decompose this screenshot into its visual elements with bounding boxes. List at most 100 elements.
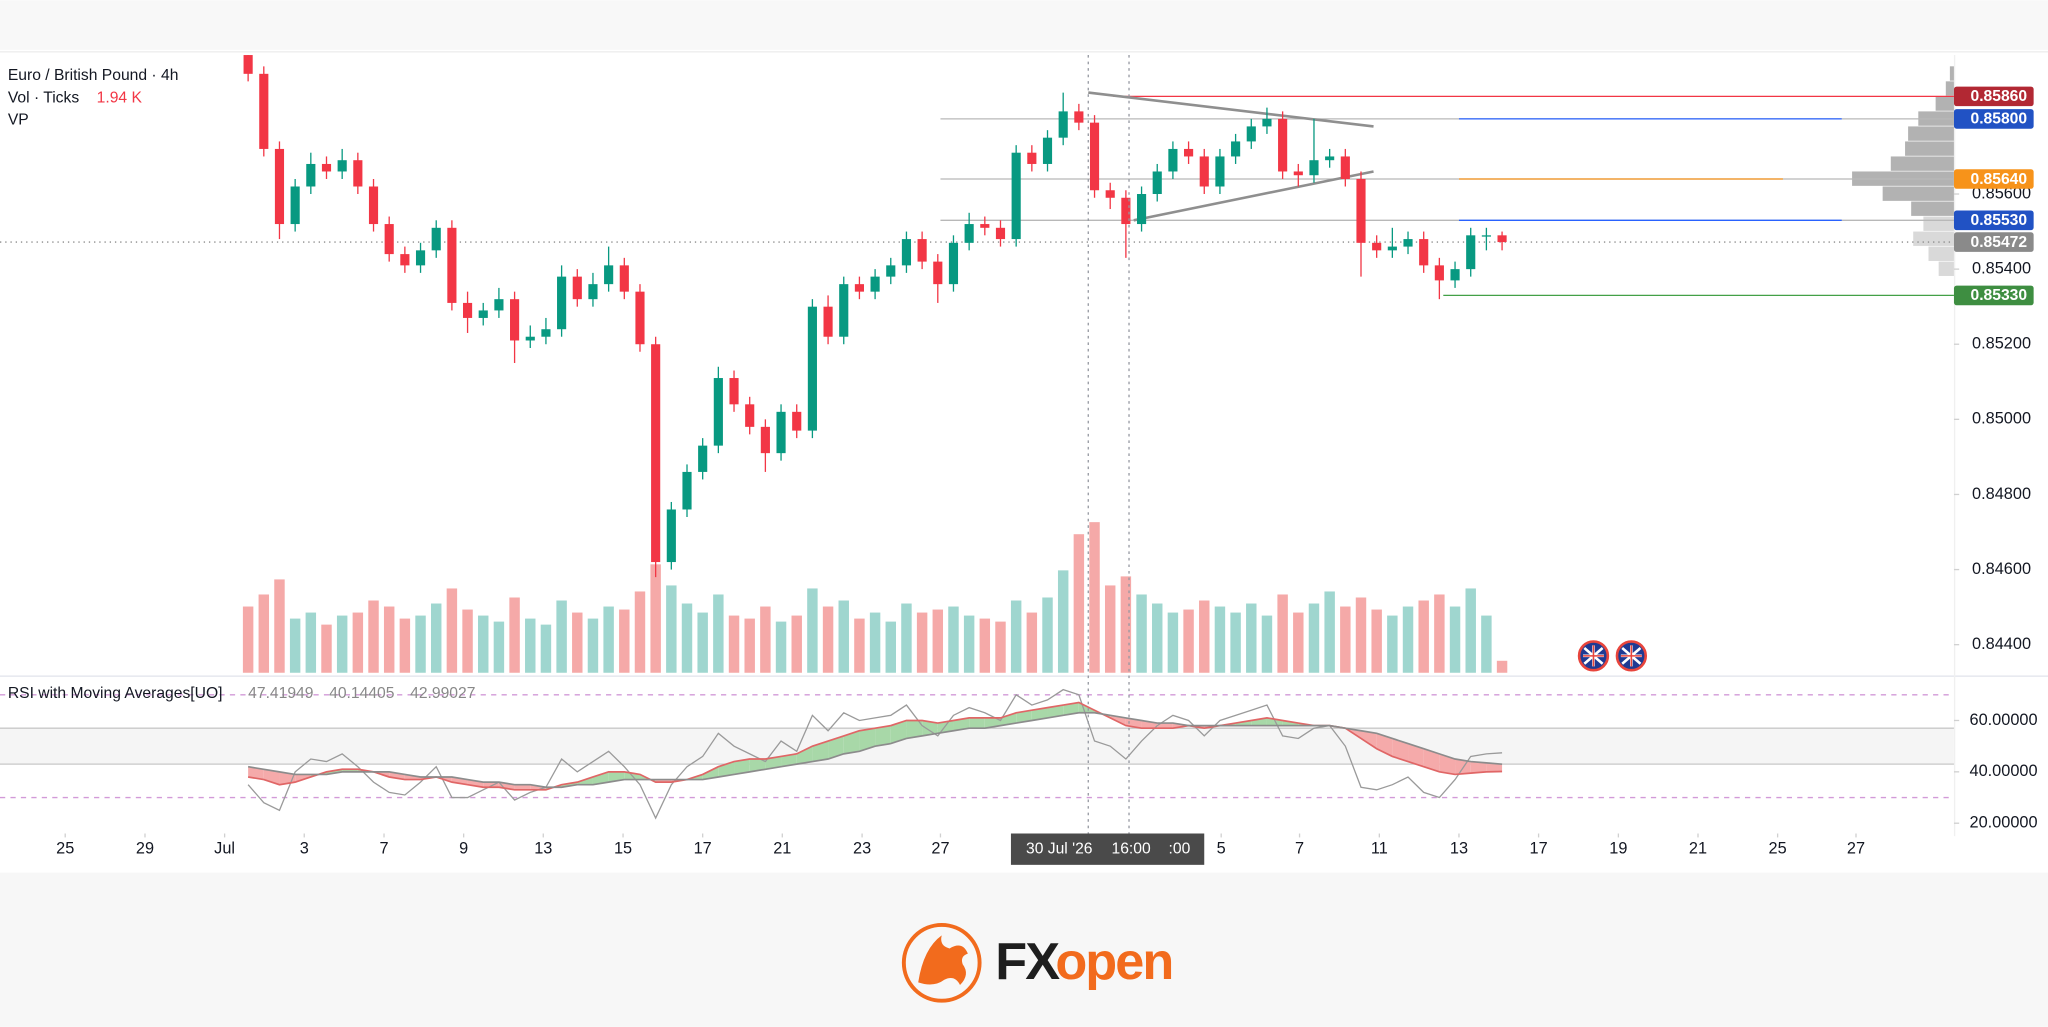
- candle-body: [760, 426, 770, 454]
- ma-fill: [1251, 717, 1267, 726]
- volume-bar: [650, 564, 661, 673]
- price-level-label-box: [1953, 285, 2034, 306]
- event-flag[interactable]: [1577, 640, 1610, 672]
- x-tick-label: 7: [379, 839, 388, 857]
- volume-bar: [1246, 603, 1257, 673]
- logo-open: open: [1055, 933, 1172, 991]
- volume-bar: [995, 621, 1006, 673]
- volume-bar: [509, 597, 520, 673]
- price-level-label: 0.85330: [1971, 287, 2028, 304]
- candle-body: [510, 299, 520, 341]
- volume-bar: [1199, 600, 1210, 673]
- volume-bar: [478, 615, 489, 673]
- crosshair-time-partial: :00: [1169, 840, 1191, 857]
- volume-bar: [807, 588, 818, 673]
- volume-bar: [446, 588, 458, 673]
- ma-fill: [1047, 705, 1064, 718]
- volume-bar: [1481, 615, 1492, 673]
- profile-title: VP: [8, 111, 29, 128]
- rsi-y-tick-label: 20.00000: [1970, 814, 2038, 832]
- volume-bar: [462, 609, 473, 673]
- candle-body: [337, 160, 347, 172]
- volume-bar: [603, 606, 614, 673]
- candle-body: [1309, 160, 1319, 176]
- candle-body: [478, 310, 488, 318]
- price-level-label: 0.85800: [1971, 111, 2028, 128]
- volume-profile-bar: [1882, 186, 1954, 201]
- trendline: [1133, 170, 1374, 222]
- y-tick-label: 0.85200: [1972, 335, 2031, 353]
- event-flag[interactable]: [1615, 640, 1648, 672]
- candle-body: [666, 509, 676, 563]
- volume-bar: [415, 615, 426, 673]
- candle-body: [494, 299, 504, 311]
- x-tick-label: 21: [773, 839, 791, 857]
- candle-body: [713, 378, 723, 446]
- candle-body: [1340, 156, 1350, 179]
- volume-bar: [368, 600, 379, 673]
- volume-bar: [760, 606, 771, 673]
- x-tick-label: 13: [534, 839, 552, 857]
- x-tick-label: 29: [136, 839, 154, 857]
- volume-bar: [838, 600, 849, 673]
- candle-body: [1199, 156, 1209, 187]
- price-level-label: 0.85640: [1971, 171, 2028, 188]
- candle-body: [1262, 118, 1272, 127]
- candle-body: [1121, 197, 1131, 225]
- candle-body: [948, 242, 959, 285]
- candle-body: [776, 411, 786, 454]
- volume-bar: [619, 609, 630, 673]
- ma-fill: [734, 759, 750, 775]
- volume-profile-bar: [1938, 261, 1954, 276]
- volume-bar: [1183, 609, 1194, 673]
- x-tick-label: 9: [459, 839, 468, 857]
- volume-profile-bar: [1890, 156, 1954, 171]
- ma-fill: [828, 735, 844, 760]
- volume-bar: [1293, 612, 1304, 673]
- ma-fill: [1408, 743, 1424, 767]
- x-tick-label: 7: [1295, 839, 1304, 857]
- price-level-label-box: [1953, 169, 2034, 189]
- candle-body: [290, 186, 300, 225]
- volume-bar: [948, 606, 959, 673]
- x-tick-label: 13: [1450, 839, 1468, 857]
- ma-fill: [1376, 733, 1393, 757]
- volume-bar: [1136, 594, 1147, 673]
- rsi-value: 47.41949: [248, 685, 313, 702]
- volume-profile-bar: [1923, 216, 1954, 231]
- volume-bar: [1057, 570, 1069, 673]
- ma-fill: [1063, 702, 1079, 716]
- fxopen-logo: FX open: [901, 922, 1174, 1003]
- volume-bar: [242, 606, 254, 673]
- candle-body: [933, 261, 943, 285]
- y-tick-label: 0.85000: [1972, 410, 2031, 428]
- candle-body: [1466, 235, 1476, 270]
- volume-bar: [1042, 597, 1053, 673]
- candle-body: [1325, 156, 1335, 161]
- candle-body: [839, 284, 849, 337]
- volume-bar: [869, 612, 881, 673]
- volume-bar: [1104, 585, 1116, 673]
- candle-body: [1293, 171, 1303, 176]
- candle-body: [729, 378, 739, 405]
- volume-bar: [321, 624, 332, 673]
- candle-body: [1105, 190, 1115, 198]
- ma-fill: [514, 784, 531, 790]
- volume-bar: [979, 618, 991, 673]
- candle-body: [1011, 152, 1021, 240]
- volume-bar: [1371, 609, 1382, 673]
- ma-fill: [263, 769, 280, 785]
- candle-body: [1074, 111, 1084, 123]
- crosshair-date: 30 Jul '26: [1026, 840, 1093, 857]
- footer-bar: [0, 872, 2048, 1027]
- candle-body: [1481, 235, 1491, 237]
- ma-fill: [702, 766, 719, 780]
- volume-bar: [399, 618, 411, 673]
- candle-body: [745, 404, 755, 427]
- y-tick-label: 0.84400: [1972, 635, 2031, 653]
- candle-body: [1168, 148, 1178, 172]
- flag-cross-red: [1620, 645, 1642, 667]
- rsi-line: [247, 688, 1503, 820]
- candle-body: [368, 186, 379, 225]
- y-tick-label: 0.84600: [1972, 560, 2031, 578]
